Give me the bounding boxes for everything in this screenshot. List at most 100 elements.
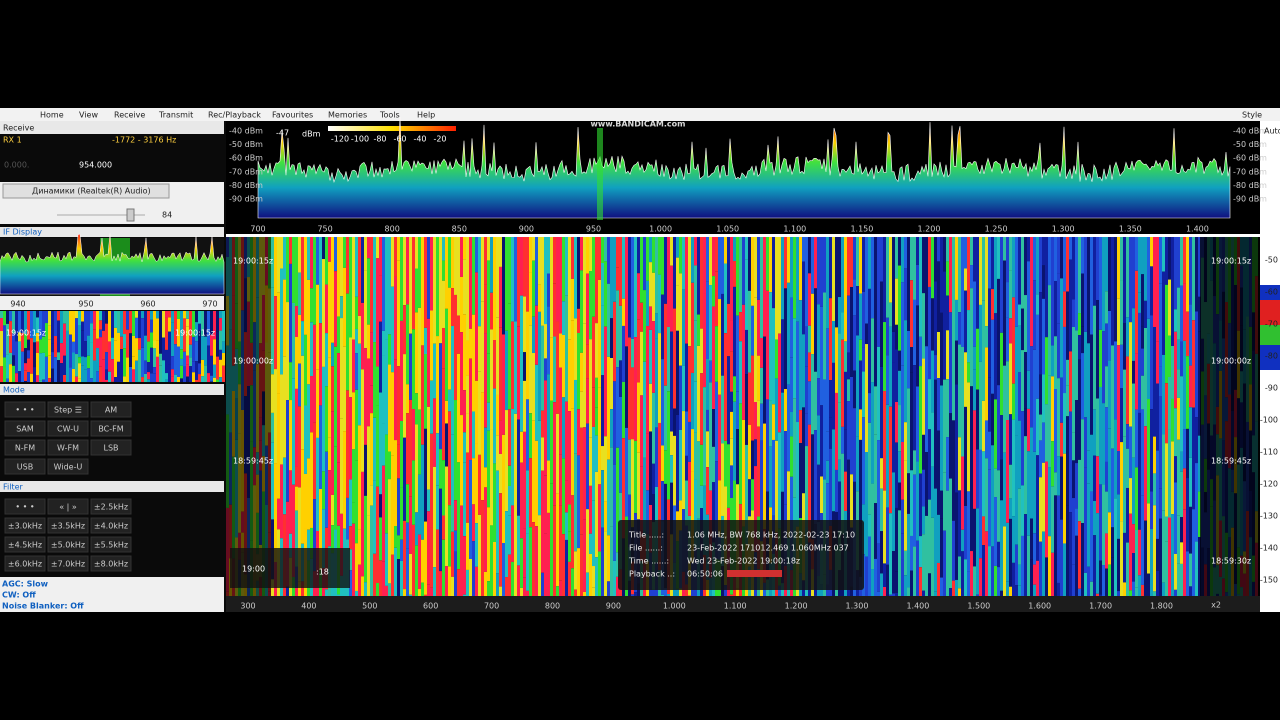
waterfall-cell bbox=[1000, 332, 1003, 416]
if-waterfall-cell bbox=[63, 323, 66, 356]
menu-item[interactable]: Memories bbox=[328, 111, 367, 120]
menu-item[interactable]: View bbox=[79, 111, 98, 120]
waterfall-cell bbox=[994, 497, 997, 566]
waterfall-cell bbox=[766, 290, 769, 400]
waterfall-cell bbox=[1024, 352, 1027, 409]
style-menu[interactable]: Style bbox=[1242, 111, 1262, 120]
button[interactable] bbox=[47, 555, 89, 572]
waterfall-cell bbox=[646, 237, 649, 281]
button[interactable] bbox=[90, 555, 132, 572]
waterfall-cell bbox=[757, 426, 760, 517]
if-waterfall-cell bbox=[78, 357, 81, 364]
waterfall-cell bbox=[358, 564, 361, 596]
waterfall-cell bbox=[424, 594, 427, 596]
if-waterfall-cell bbox=[69, 367, 72, 382]
waterfall-cell bbox=[616, 290, 619, 368]
menu-item[interactable]: Help bbox=[417, 111, 435, 120]
waterfall-cell bbox=[283, 356, 286, 458]
button-label: ±2.5kHz bbox=[94, 503, 128, 512]
waterfall-cell bbox=[1162, 434, 1165, 511]
if-waterfall-cell bbox=[216, 331, 219, 357]
button[interactable] bbox=[90, 401, 132, 418]
if-waterfall-cell bbox=[138, 338, 141, 350]
waterfall-cell bbox=[817, 464, 820, 523]
waterfall-cell bbox=[670, 237, 673, 266]
waterfall-cell bbox=[1171, 237, 1174, 346]
button[interactable] bbox=[4, 555, 46, 572]
waterfall-cell bbox=[688, 237, 691, 347]
button[interactable] bbox=[47, 439, 89, 456]
if-waterfall-cell bbox=[33, 367, 36, 382]
button[interactable] bbox=[47, 420, 89, 437]
waterfall-cell bbox=[544, 237, 547, 325]
waterfall-cell bbox=[466, 340, 469, 376]
waterfall-cell bbox=[946, 490, 949, 596]
button[interactable] bbox=[47, 401, 89, 418]
menu-item[interactable]: Transmit bbox=[158, 111, 193, 120]
button[interactable] bbox=[47, 536, 89, 553]
button[interactable] bbox=[47, 458, 89, 475]
button[interactable] bbox=[4, 536, 46, 553]
menu-item[interactable]: Home bbox=[40, 111, 64, 120]
waterfall-cell bbox=[544, 358, 547, 381]
button[interactable] bbox=[4, 401, 46, 418]
button[interactable] bbox=[90, 517, 132, 534]
waterfall-cell bbox=[874, 434, 877, 504]
waterfall-cell bbox=[313, 324, 316, 423]
waterfall-cell bbox=[550, 337, 553, 401]
if-waterfall-cell bbox=[60, 343, 63, 364]
button[interactable] bbox=[4, 420, 46, 437]
waterfall-cell bbox=[970, 386, 973, 430]
button[interactable] bbox=[90, 420, 132, 437]
if-waterfall-cell bbox=[222, 365, 225, 382]
waterfall-cell bbox=[1051, 376, 1054, 442]
button[interactable] bbox=[47, 498, 89, 515]
waterfall-cell bbox=[922, 358, 925, 435]
button[interactable] bbox=[90, 439, 132, 456]
menu-item[interactable]: Favourites bbox=[272, 111, 313, 120]
if-waterfall-cell bbox=[180, 311, 183, 330]
waterfall-cell bbox=[436, 485, 439, 530]
waterfall-cell bbox=[484, 467, 487, 488]
waterfall-cell bbox=[1039, 374, 1042, 415]
waterfall-cell bbox=[589, 237, 592, 272]
button[interactable] bbox=[90, 498, 132, 515]
waterfall-cell bbox=[658, 333, 661, 423]
button[interactable] bbox=[4, 498, 46, 515]
waterfall-cell bbox=[667, 237, 670, 327]
waterfall-cell bbox=[901, 365, 904, 443]
waterfall-cell bbox=[409, 399, 412, 497]
button[interactable] bbox=[4, 517, 46, 534]
button[interactable] bbox=[4, 439, 46, 456]
waterfall-cell bbox=[559, 505, 562, 581]
waterfall-cell bbox=[367, 515, 370, 596]
waterfall-cell bbox=[859, 439, 862, 524]
audio-device-select[interactable] bbox=[2, 183, 170, 199]
waterfall-cell bbox=[580, 352, 583, 392]
waterfall-cell bbox=[748, 425, 751, 480]
waterfall-cell bbox=[988, 377, 991, 432]
waterfall-cell bbox=[469, 460, 472, 559]
waterfall-cell bbox=[1147, 318, 1150, 400]
button[interactable] bbox=[90, 536, 132, 553]
waterfall-cell bbox=[1147, 573, 1150, 596]
waterfall-cell bbox=[472, 504, 475, 542]
waterfall-cell bbox=[598, 279, 601, 388]
waterfall-cell bbox=[484, 333, 487, 428]
freq-axis-label: 1.100 bbox=[783, 225, 806, 234]
waterfall-cell bbox=[634, 592, 637, 596]
button[interactable] bbox=[4, 458, 46, 475]
button[interactable] bbox=[47, 517, 89, 534]
menu-item[interactable]: Receive bbox=[114, 111, 145, 120]
waterfall-cell bbox=[1102, 565, 1105, 596]
waterfall-cell bbox=[583, 591, 586, 596]
waterfall-cell bbox=[304, 334, 307, 406]
waterfall-cell bbox=[463, 314, 466, 391]
menu-item[interactable]: Tools bbox=[379, 111, 400, 120]
menu-item[interactable]: Rec/Playback bbox=[208, 111, 261, 120]
waterfall-cell bbox=[1189, 506, 1192, 554]
waterfall-cell bbox=[718, 237, 721, 300]
volume-thumb[interactable] bbox=[126, 208, 135, 222]
waterfall-cell bbox=[523, 577, 526, 596]
waterfall-cell bbox=[928, 499, 931, 574]
